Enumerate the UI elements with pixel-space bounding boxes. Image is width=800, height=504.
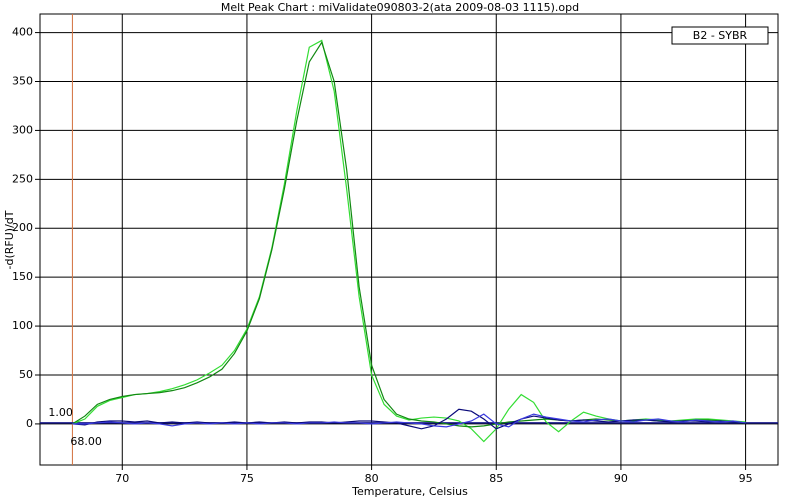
series-line bbox=[72, 408, 746, 430]
cutoff-label: 68.00 bbox=[70, 435, 102, 448]
y-tick-label: 250 bbox=[12, 172, 33, 185]
y-tick-label: 100 bbox=[12, 319, 33, 332]
y-axis-label: -d(RFU)/dT bbox=[3, 210, 16, 269]
chart-title: Melt Peak Chart : miValidate090803-2(ata… bbox=[221, 1, 579, 14]
y-tick-label: 150 bbox=[12, 270, 33, 283]
x-tick-label: 75 bbox=[240, 472, 254, 485]
x-tick-label: 70 bbox=[115, 472, 129, 485]
x-tick-label: 80 bbox=[365, 472, 379, 485]
x-tick-label: 85 bbox=[489, 472, 503, 485]
series-line bbox=[72, 413, 746, 428]
legend-box bbox=[671, 26, 769, 45]
plot-border bbox=[39, 13, 779, 466]
y-tick-label: 300 bbox=[12, 123, 33, 136]
y-tick-label: 350 bbox=[12, 75, 33, 88]
y-tick-label: 0 bbox=[26, 417, 33, 430]
legend-label: B2 - SYBR bbox=[693, 29, 748, 42]
y-tick-label: 200 bbox=[12, 221, 33, 234]
x-tick-label: 95 bbox=[739, 472, 753, 485]
threshold-label: 1.00 bbox=[48, 406, 73, 419]
x-tick-label: 90 bbox=[614, 472, 628, 485]
y-tick-label: 400 bbox=[12, 26, 33, 39]
series-line bbox=[72, 40, 746, 428]
x-axis-label: Temperature, Celsius bbox=[351, 485, 468, 498]
y-tick-label: 50 bbox=[19, 368, 33, 381]
